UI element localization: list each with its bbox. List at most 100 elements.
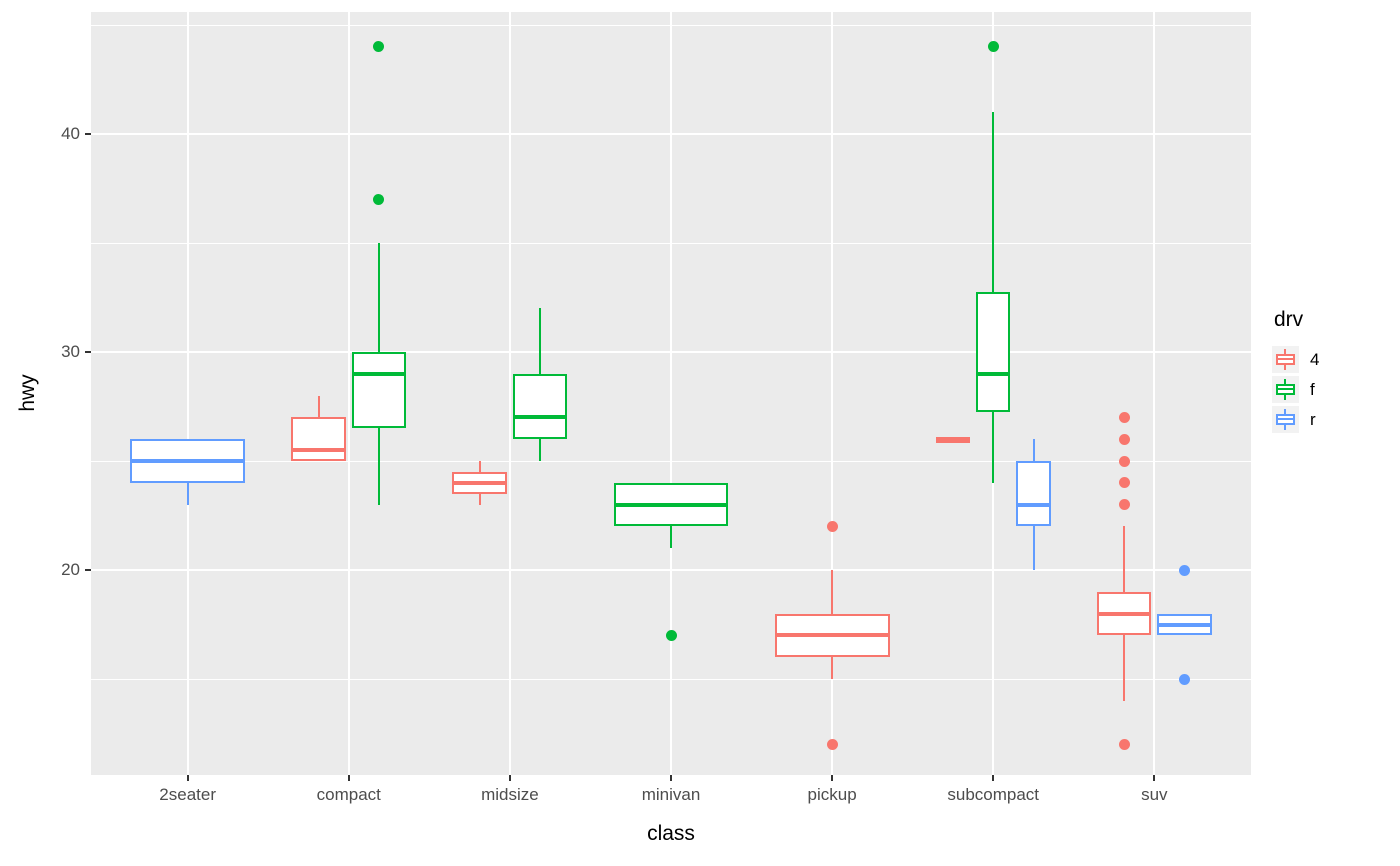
- median-line: [1096, 611, 1152, 616]
- gridline-y-major: [91, 351, 1251, 354]
- upper-whisker: [317, 395, 320, 418]
- lower-whisker: [377, 428, 380, 505]
- legend-entry-label: r: [1310, 409, 1316, 429]
- x-tick-mark: [670, 775, 672, 781]
- y-tick-label: 40: [61, 124, 80, 144]
- legend-key-boxplot-glyph: [1272, 346, 1299, 373]
- gridline-x-major: [1153, 12, 1156, 775]
- box-midsize-f: [512, 373, 568, 440]
- outlier-point: [1118, 499, 1130, 511]
- median-line: [935, 437, 971, 442]
- outlier-point: [373, 41, 385, 53]
- median-line: [774, 633, 890, 638]
- upper-whisker: [831, 570, 834, 614]
- gridline-x-major: [670, 12, 672, 775]
- gridline-y-minor: [91, 242, 1251, 244]
- x-tick-mark: [347, 775, 350, 781]
- x-tick-label: 2seater: [159, 785, 216, 804]
- outlier-point: [1118, 411, 1130, 423]
- x-tick-mark: [508, 775, 511, 781]
- upper-whisker: [992, 112, 995, 293]
- lower-whisker: [478, 493, 481, 505]
- box-subcompact-r: [1016, 461, 1051, 527]
- outlier-point: [1118, 477, 1130, 489]
- plot-panel: [91, 12, 1251, 775]
- x-tick-label: pickup: [807, 785, 857, 804]
- box-compact-4: [291, 417, 346, 462]
- median-line: [1157, 622, 1212, 627]
- median-line: [976, 371, 1011, 376]
- outlier-point: [1179, 564, 1191, 576]
- upper-whisker: [377, 243, 380, 353]
- y-tick-mark: [85, 569, 91, 572]
- y-axis-title: hwy: [16, 374, 39, 412]
- outlier-point: [1118, 455, 1130, 467]
- lower-whisker: [670, 526, 672, 549]
- gridline-y-major: [91, 133, 1251, 136]
- x-tick-mark: [992, 775, 995, 781]
- x-tick-label: minivan: [641, 785, 701, 804]
- gridline-y-major: [91, 569, 1251, 572]
- median-line: [130, 459, 246, 464]
- legend-entry-4: 4: [1272, 346, 1319, 373]
- median-line: [1016, 502, 1051, 507]
- y-tick-label: 30: [61, 342, 80, 362]
- lower-whisker: [186, 482, 189, 505]
- outlier-point: [1179, 673, 1191, 685]
- legend-entry-r: r: [1272, 406, 1319, 433]
- x-tick-mark: [1153, 775, 1156, 781]
- x-tick-label: midsize: [481, 785, 539, 804]
- x-tick-label: compact: [316, 785, 381, 804]
- y-tick-mark: [85, 351, 91, 354]
- lower-whisker: [831, 657, 834, 680]
- box-subcompact-f: [976, 292, 1011, 413]
- outlier-point: [665, 629, 677, 641]
- lower-whisker: [1032, 526, 1035, 571]
- median-line: [351, 371, 407, 376]
- outlier-point: [826, 520, 838, 532]
- outlier-point: [1118, 738, 1130, 750]
- median-line: [452, 480, 507, 485]
- x-tick-label: subcompact: [947, 785, 1040, 804]
- median-line: [512, 415, 568, 420]
- y-tick-mark: [85, 133, 91, 136]
- legend-entry-label: 4: [1310, 349, 1320, 369]
- gridline-x-major: [508, 12, 511, 775]
- outlier-point: [373, 193, 385, 205]
- lower-whisker: [992, 412, 995, 483]
- lower-whisker: [539, 439, 542, 462]
- upper-whisker: [539, 308, 542, 374]
- upper-whisker: [1123, 526, 1126, 592]
- median-line: [613, 502, 729, 507]
- box-compact-f: [351, 352, 407, 429]
- legend-entry-f: f: [1272, 376, 1319, 403]
- x-tick-label: suv: [1141, 785, 1168, 804]
- y-tick-label: 20: [61, 560, 80, 580]
- x-axis-title: class: [647, 822, 695, 845]
- upper-whisker: [478, 461, 481, 472]
- legend-key-boxplot-glyph: [1272, 376, 1299, 403]
- outlier-point: [826, 738, 838, 750]
- x-tick-mark: [186, 775, 189, 781]
- upper-whisker: [1032, 439, 1035, 462]
- legend-entry-label: f: [1310, 379, 1315, 399]
- gridline-x-major: [347, 12, 350, 775]
- lower-whisker: [1123, 635, 1126, 701]
- legend-title: drv: [1274, 308, 1304, 331]
- gridline-x-major: [186, 12, 189, 775]
- median-line: [291, 448, 346, 453]
- outlier-point: [1118, 433, 1130, 445]
- gridline-y-minor: [91, 24, 1251, 26]
- outlier-point: [987, 41, 999, 53]
- legend-glyph-median: [1276, 418, 1295, 420]
- gridline-y-minor: [91, 460, 1251, 462]
- legend-key-boxplot-glyph: [1272, 406, 1299, 433]
- legend-glyph-median: [1276, 388, 1295, 390]
- legend-glyph-median: [1276, 358, 1295, 360]
- gridline-x-major: [831, 12, 834, 775]
- x-tick-mark: [831, 775, 834, 781]
- gridline-y-minor: [91, 678, 1251, 680]
